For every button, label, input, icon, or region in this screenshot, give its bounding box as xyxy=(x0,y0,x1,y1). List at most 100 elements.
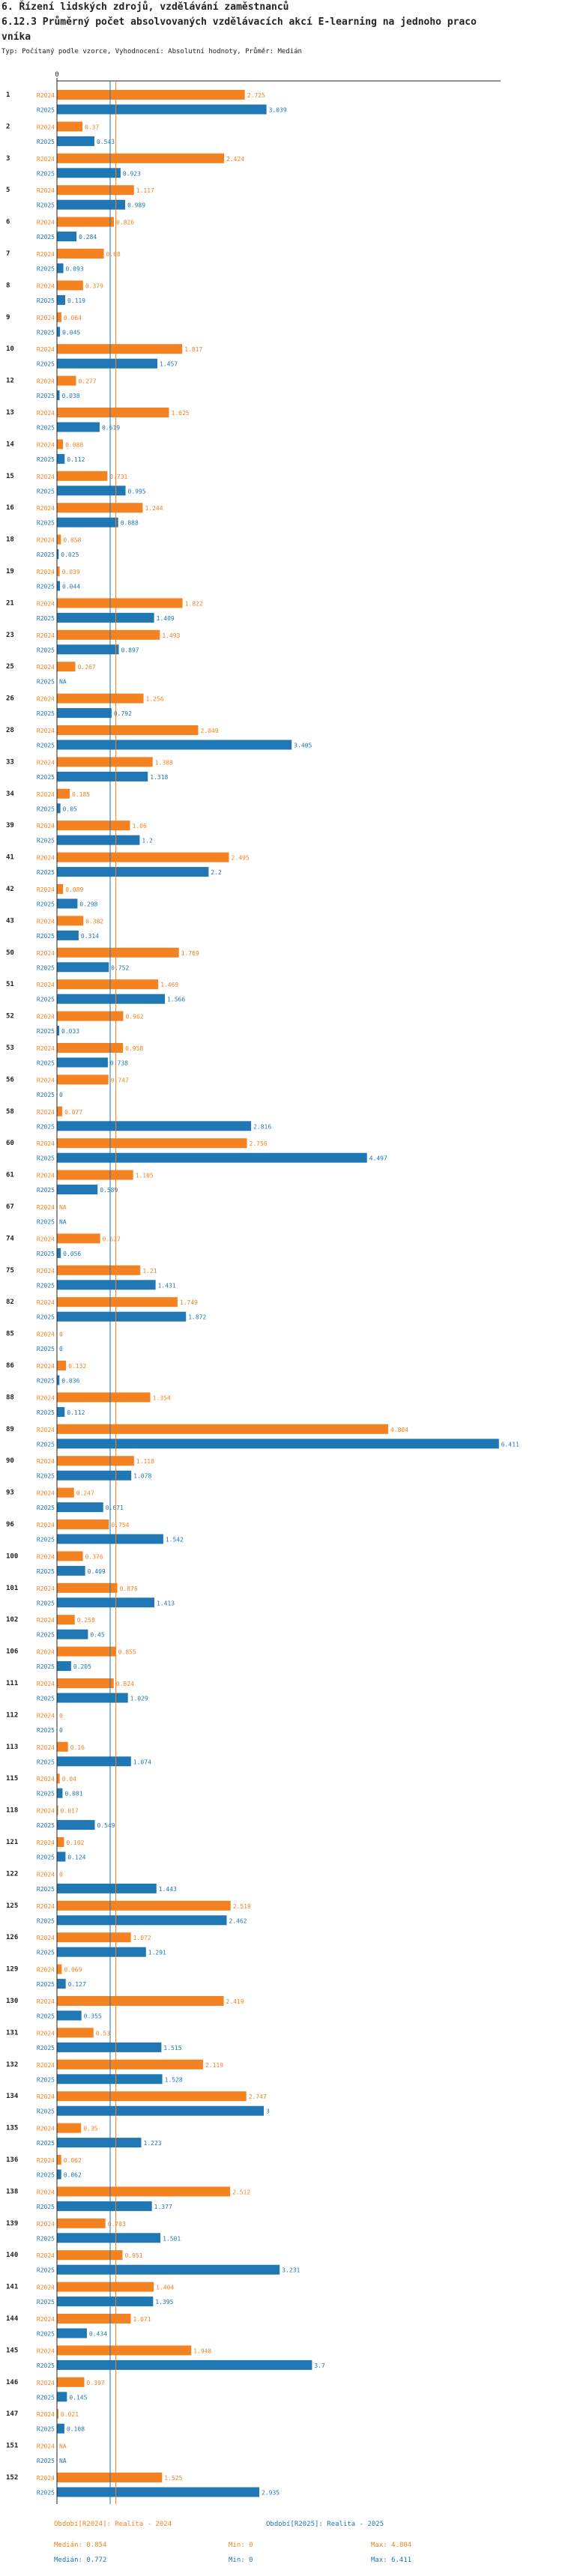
row-label: 130 xyxy=(6,1998,18,2005)
bar-value-label: 0.738 xyxy=(110,1060,128,1067)
bar-value-label: 0.549 xyxy=(97,1822,115,1829)
bar xyxy=(57,422,100,432)
bar xyxy=(57,1964,62,1974)
series-label: R2024 xyxy=(37,2189,55,2195)
bar xyxy=(57,1392,151,1403)
series-label: R2024 xyxy=(37,1077,55,1083)
bar xyxy=(57,2169,61,2180)
bar-value-label: 0.112 xyxy=(67,456,85,463)
bar xyxy=(57,1851,66,1862)
row-label: 132 xyxy=(6,2061,18,2069)
bar-value-label: 0 xyxy=(59,1871,63,1878)
series-label: R2024 xyxy=(37,187,55,194)
bar xyxy=(57,1361,67,1370)
bar xyxy=(57,1996,224,2006)
row-label: 67 xyxy=(6,1203,14,1211)
series-label: R2025 xyxy=(37,2045,55,2052)
row-label: 134 xyxy=(6,2093,19,2100)
bar xyxy=(57,439,64,450)
series-label: R2025 xyxy=(37,2299,55,2306)
bar xyxy=(57,898,78,909)
bar-value-label: 1.244 xyxy=(145,505,163,512)
bar xyxy=(57,835,140,845)
bar-value-label: 2.495 xyxy=(232,855,250,862)
row-label: 13 xyxy=(6,409,14,417)
bar xyxy=(57,1646,116,1657)
row-label: 141 xyxy=(6,2284,18,2291)
bar-value-label: 1.395 xyxy=(155,2299,173,2306)
bar-value-label: 1.528 xyxy=(165,2076,183,2083)
bar-value-label: 0.314 xyxy=(81,933,99,940)
series-label: R2025 xyxy=(37,1600,55,1606)
bar-value-label: 0.731 xyxy=(109,474,127,480)
bar-value-label: 4.497 xyxy=(369,1155,387,1162)
series-label: R2024 xyxy=(37,220,55,226)
row-label: 100 xyxy=(6,1552,18,1560)
bar-value-label: 1.2 xyxy=(142,838,153,844)
bar xyxy=(57,2123,82,2133)
series-label: R2024 xyxy=(37,537,55,544)
legend-2025-max: Max: 6.411 xyxy=(371,2557,412,2564)
bar-chart: 0 1 R2024 2.725 R2025 3.039 2 R2024 0.37 R2025 0.5… xyxy=(6,71,519,2504)
row-label: 7 xyxy=(6,250,10,258)
bar-value-label: 0.185 xyxy=(72,791,90,798)
row-label: 28 xyxy=(6,727,14,734)
bar-value-label: 0.267 xyxy=(78,664,96,671)
bar-value-label: 1.291 xyxy=(148,1950,166,1956)
bar xyxy=(57,852,229,862)
bar xyxy=(57,2487,260,2497)
series-label: R2025 xyxy=(37,456,55,463)
bar xyxy=(57,1170,133,1180)
series-label: R2024 xyxy=(37,1268,55,1275)
bar xyxy=(57,2250,123,2261)
bar xyxy=(57,1597,154,1608)
bar-value-label: 0.897 xyxy=(121,647,139,653)
bar-value-label: 0.205 xyxy=(73,1663,91,1670)
bar-value-label: 6.411 xyxy=(501,1441,519,1448)
bar xyxy=(57,2155,61,2165)
bar xyxy=(57,390,60,401)
series-label: R2024 xyxy=(37,2030,55,2037)
series-label: R2024 xyxy=(37,1236,55,1242)
row-label: 106 xyxy=(6,1648,18,1656)
bar-value-label: 0 xyxy=(59,1712,63,1719)
series-label: R2025 xyxy=(37,2140,55,2147)
bar-value-label: 1.948 xyxy=(193,2347,211,2354)
series-label: R2025 xyxy=(37,2458,55,2464)
series-label: R2024 xyxy=(37,2285,55,2291)
row-label: 147 xyxy=(6,2410,18,2418)
bar-value-label: 1.409 xyxy=(157,615,175,622)
bar xyxy=(57,2328,87,2338)
bar xyxy=(57,1615,75,1625)
row-label: 56 xyxy=(6,1076,14,1083)
bar xyxy=(57,517,118,527)
bar xyxy=(57,2233,161,2243)
series-label: R2025 xyxy=(37,170,55,177)
bar-value-label: 1.501 xyxy=(163,2235,181,2242)
bar xyxy=(57,1043,124,1053)
bar-value-label: NA xyxy=(59,2443,67,2450)
bar xyxy=(57,1406,65,1417)
series-label: R2024 xyxy=(37,378,55,385)
legend-2024-title: Období[R2024]: Realita - 2024 xyxy=(54,2521,172,2528)
series-label: R2025 xyxy=(37,107,55,114)
series-label: R2025 xyxy=(37,1060,55,1067)
bar-value-label: 0.145 xyxy=(69,2394,87,2401)
bar-value-label: 0 xyxy=(59,1346,63,1352)
bar-value-label: 1.118 xyxy=(136,1458,154,1465)
row-label: 152 xyxy=(6,2474,18,2482)
row-label: 51 xyxy=(6,981,14,988)
bar xyxy=(57,408,169,417)
bar-value-label: 0.089 xyxy=(65,886,83,893)
row-label: 82 xyxy=(6,1298,14,1306)
bar-value-label: 2.419 xyxy=(226,1998,244,2005)
bar xyxy=(57,1947,146,1957)
bar xyxy=(57,644,119,655)
bar-value-label: 1.21 xyxy=(142,1268,157,1275)
row-label: 85 xyxy=(6,1331,14,1338)
row-label: 18 xyxy=(6,536,14,544)
row-label: 19 xyxy=(6,568,14,575)
bar xyxy=(57,471,108,481)
bar xyxy=(57,629,160,640)
bar-value-label: 0.747 xyxy=(111,1077,129,1083)
